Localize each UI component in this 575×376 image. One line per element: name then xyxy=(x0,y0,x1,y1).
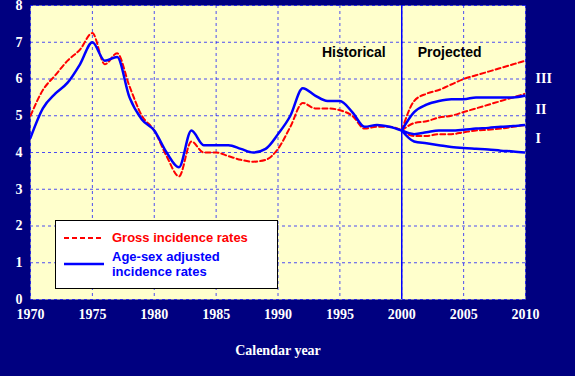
svg-text:I: I xyxy=(536,131,541,146)
svg-text:Calendar year: Calendar year xyxy=(235,343,321,358)
svg-text:1985: 1985 xyxy=(202,307,230,322)
svg-text:8: 8 xyxy=(16,0,23,13)
svg-text:5: 5 xyxy=(16,108,23,123)
svg-text:Projected: Projected xyxy=(418,44,482,60)
html-text:Age-sex adjusted incidence rat: Age-sex adjusted incidence rates xyxy=(112,249,220,279)
svg-text:1970: 1970 xyxy=(17,307,45,322)
svg-text:2010: 2010 xyxy=(512,307,540,322)
svg-text:Historical: Historical xyxy=(322,44,386,60)
svg-text:4: 4 xyxy=(16,145,23,160)
svg-text:1975: 1975 xyxy=(78,307,106,322)
svg-text:2: 2 xyxy=(16,218,23,233)
svg-text:1990: 1990 xyxy=(264,307,292,322)
svg-text:III: III xyxy=(536,71,552,86)
svg-text:3: 3 xyxy=(16,182,23,197)
svg-text:7: 7 xyxy=(16,35,23,50)
html-text:Gross incidence rates: Gross incidence rates xyxy=(112,230,248,245)
svg-text:6: 6 xyxy=(16,71,23,86)
svg-text:0: 0 xyxy=(16,292,23,307)
svg-text:2000: 2000 xyxy=(388,307,416,322)
svg-text:1: 1 xyxy=(16,255,23,270)
svg-text:1980: 1980 xyxy=(140,307,168,322)
svg-text:2005: 2005 xyxy=(450,307,478,322)
svg-text:II: II xyxy=(536,102,547,117)
svg-text:1995: 1995 xyxy=(326,307,354,322)
